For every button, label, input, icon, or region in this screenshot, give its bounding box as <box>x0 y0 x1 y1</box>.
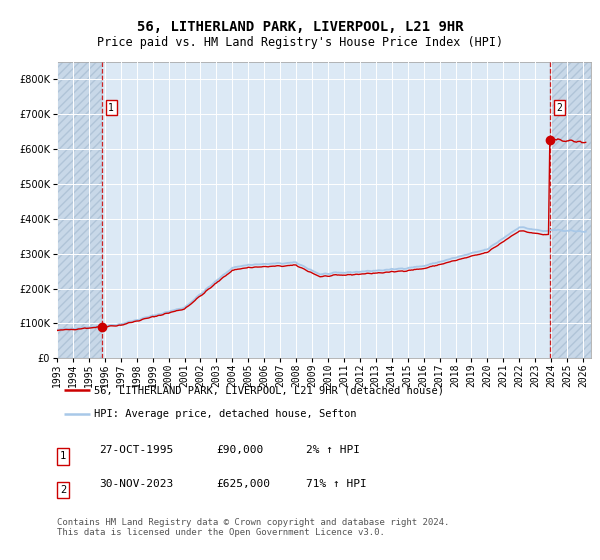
Text: 56, LITHERLAND PARK, LIVERPOOL, L21 9HR: 56, LITHERLAND PARK, LIVERPOOL, L21 9HR <box>137 20 463 34</box>
Text: 27-OCT-1995: 27-OCT-1995 <box>99 445 173 455</box>
Text: 56, LITHERLAND PARK, LIVERPOOL, L21 9HR (detached house): 56, LITHERLAND PARK, LIVERPOOL, L21 9HR … <box>94 385 444 395</box>
Text: 71% ↑ HPI: 71% ↑ HPI <box>306 479 367 489</box>
Text: 1: 1 <box>109 102 114 113</box>
Text: £625,000: £625,000 <box>216 479 270 489</box>
Text: 1: 1 <box>60 451 66 461</box>
Text: 2: 2 <box>556 102 562 113</box>
Text: HPI: Average price, detached house, Sefton: HPI: Average price, detached house, Seft… <box>94 408 357 418</box>
Text: Price paid vs. HM Land Registry's House Price Index (HPI): Price paid vs. HM Land Registry's House … <box>97 36 503 49</box>
Text: Contains HM Land Registry data © Crown copyright and database right 2024.
This d: Contains HM Land Registry data © Crown c… <box>57 518 449 538</box>
Text: 2: 2 <box>60 485 66 495</box>
Text: 30-NOV-2023: 30-NOV-2023 <box>99 479 173 489</box>
Bar <box>57 62 102 358</box>
Text: 2% ↑ HPI: 2% ↑ HPI <box>306 445 360 455</box>
Bar <box>550 62 591 358</box>
Text: £90,000: £90,000 <box>216 445 263 455</box>
